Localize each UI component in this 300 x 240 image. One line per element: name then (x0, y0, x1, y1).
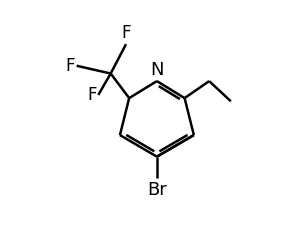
Text: F: F (121, 24, 131, 42)
Text: F: F (65, 57, 75, 75)
Text: F: F (87, 86, 97, 104)
Text: N: N (150, 61, 164, 79)
Text: Br: Br (147, 181, 167, 199)
